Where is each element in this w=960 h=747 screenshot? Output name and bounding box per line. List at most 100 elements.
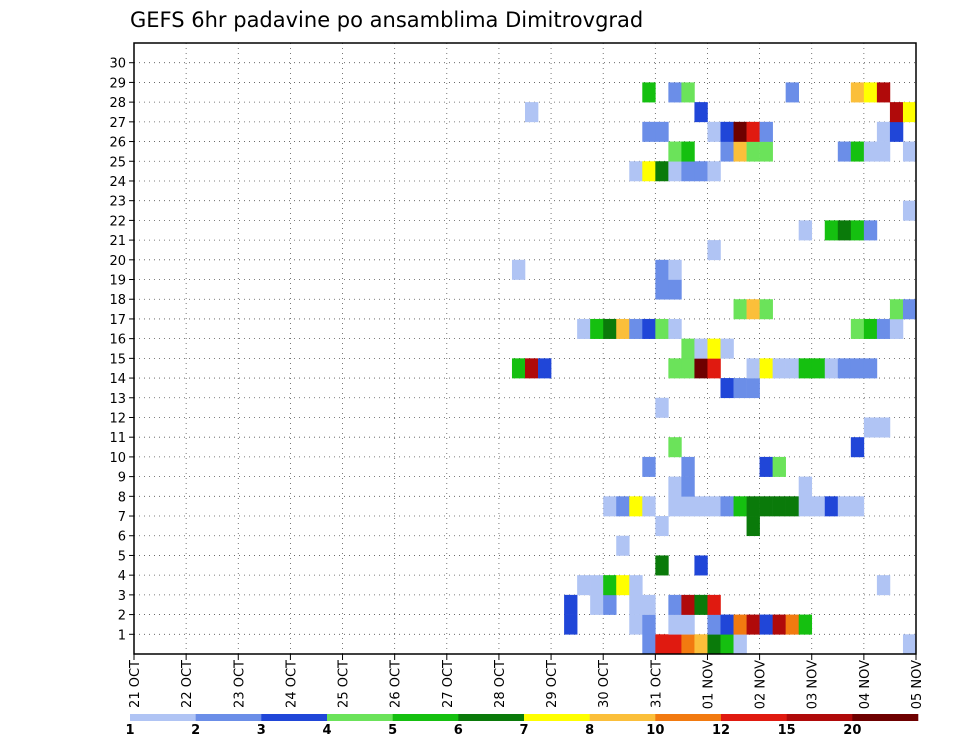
heatmap-cell — [863, 82, 878, 103]
heatmap-cell — [603, 496, 617, 517]
legend-swatch — [589, 714, 656, 721]
y-tick-label: 19 — [109, 274, 126, 289]
heatmap-cell — [707, 594, 721, 615]
heatmap-cell — [811, 358, 826, 379]
heatmap-cell — [590, 575, 604, 596]
heatmap-cell — [720, 496, 734, 517]
heatmap-cell — [642, 318, 656, 339]
y-tick-labels: 1234567891011121314151617181920212223242… — [109, 57, 134, 643]
y-tick-label: 17 — [109, 313, 126, 328]
heatmap-cell — [876, 417, 891, 438]
heatmap-cell — [681, 456, 695, 477]
legend-swatch — [392, 714, 459, 721]
y-tick-label: 3 — [118, 589, 126, 604]
heatmap-cell — [876, 318, 891, 339]
heatmap-cell — [733, 141, 747, 162]
heatmap-cell — [668, 259, 682, 280]
y-tick-label: 27 — [109, 116, 126, 131]
heatmap-cell — [629, 614, 643, 635]
heatmap-cell — [642, 634, 656, 655]
heatmap-cell — [837, 358, 852, 379]
legend-label: 8 — [585, 723, 594, 738]
heatmap-cell — [668, 496, 682, 517]
y-tick-label: 5 — [118, 549, 126, 564]
heatmap-cell — [863, 220, 878, 241]
heatmap-cell — [889, 299, 904, 320]
heatmap-cell — [681, 338, 695, 359]
heatmap-cell — [824, 496, 839, 517]
heatmap-cell — [655, 397, 669, 418]
x-tick-label: 29 OCT — [545, 660, 560, 708]
legend-label: 2 — [191, 723, 200, 738]
heatmap-cell — [681, 496, 695, 517]
heatmap-cell — [642, 594, 656, 615]
heatmap-cell — [759, 496, 773, 517]
heatmap-cell — [616, 535, 630, 556]
heatmap-cell — [824, 220, 839, 241]
x-tick-labels: 21 OCT 22 OCT 23 OCT 24 OCT 25 OCT 26 OCT 27 O… — [128, 654, 925, 709]
color-legend: 1 2 3 4 5 6 7 8 10 12 15 20 — [125, 714, 919, 738]
y-tick-label: 8 — [118, 490, 126, 505]
heatmap-cell — [798, 476, 813, 497]
legend-label: 12 — [712, 723, 730, 738]
y-tick-label: 23 — [109, 195, 126, 210]
heatmap-cell — [863, 141, 878, 162]
heatmap-cell — [511, 259, 526, 280]
heatmap-cell — [759, 358, 773, 379]
heatmap-cell — [577, 575, 591, 596]
x-tick-label: 28 OCT — [493, 660, 508, 708]
x-tick-label: 31 OCT — [649, 660, 664, 708]
x-tick-label: 22 OCT — [180, 660, 195, 708]
heatmap-cell — [603, 318, 617, 339]
heatmap-cell — [902, 102, 917, 123]
heatmap-cell — [511, 358, 526, 379]
heatmap-cell — [590, 594, 604, 615]
x-tick-label: 24 OCT — [284, 660, 299, 708]
heatmap-cell — [798, 220, 813, 241]
heatmap-cell — [707, 338, 721, 359]
heatmap-cell — [694, 594, 708, 615]
legend-label: 7 — [519, 723, 528, 738]
heatmap-cell — [642, 614, 656, 635]
heatmap-cell — [603, 594, 617, 615]
heatmap-cell — [733, 614, 747, 635]
heatmap-cell — [629, 161, 643, 182]
x-tick-label: 23 OCT — [232, 660, 247, 708]
heatmap-cell — [681, 82, 695, 103]
heatmap-cell — [694, 161, 708, 182]
heatmap-cell — [720, 338, 734, 359]
y-tick-label: 15 — [109, 352, 126, 367]
heatmap-cell — [655, 516, 669, 537]
heatmap-cell — [694, 496, 708, 517]
grid-lines — [134, 43, 917, 654]
heatmap-cell — [902, 299, 917, 320]
x-tick-label: 21 OCT — [128, 660, 143, 708]
legend-label: 1 — [125, 723, 134, 738]
y-tick-label: 12 — [109, 411, 126, 426]
heatmap-cell — [707, 634, 721, 655]
heatmap-cell — [759, 121, 773, 142]
heatmap-cell — [850, 318, 865, 339]
y-tick-label: 4 — [118, 569, 126, 584]
heatmap-cell — [655, 634, 669, 655]
heatmap-cell — [733, 299, 747, 320]
heatmap-cell — [681, 358, 695, 379]
chart-title: GEFS 6hr padavine po ansamblima Dimitrov… — [130, 8, 643, 32]
legend-swatch — [458, 714, 525, 721]
heatmap-cell — [668, 318, 682, 339]
heatmap-cell — [772, 358, 786, 379]
legend-swatch — [327, 714, 393, 721]
legend-label: 5 — [388, 723, 397, 738]
heatmap-cell — [850, 220, 865, 241]
y-tick-label: 16 — [109, 333, 126, 348]
heatmap-cell — [902, 141, 917, 162]
x-tick-label: 27 OCT — [441, 660, 456, 708]
heatmap-cell — [720, 634, 734, 655]
legend-swatch — [721, 714, 787, 721]
y-tick-label: 24 — [109, 175, 126, 190]
legend-label: 10 — [646, 723, 664, 738]
heatmap-cell — [759, 299, 773, 320]
heatmap-cell — [668, 594, 682, 615]
y-tick-label: 6 — [118, 530, 126, 545]
